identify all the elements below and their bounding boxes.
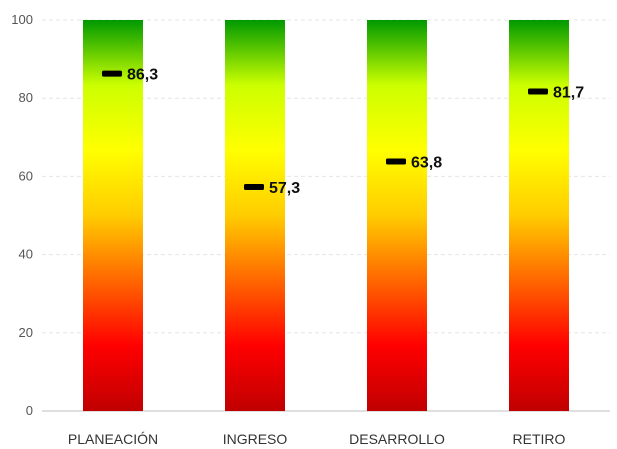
- data-label: 63,8: [411, 155, 442, 172]
- value-marker: [528, 88, 548, 95]
- bar-retiro: [509, 20, 569, 411]
- bars: [83, 20, 569, 411]
- x-tick-label: RETIRO: [513, 431, 566, 447]
- x-tick-label: DESARROLLO: [349, 431, 445, 447]
- bar-planeación: [83, 20, 143, 411]
- value-marker: [244, 183, 264, 190]
- x-tick-label: INGRESO: [223, 431, 288, 447]
- y-axis-ticks: 0 20 40 60 80 100: [11, 12, 33, 418]
- y-tick-label: 20: [19, 325, 33, 340]
- y-tick-label: 40: [19, 247, 33, 262]
- y-tick-label: 100: [11, 12, 33, 27]
- data-label: 81,7: [553, 85, 584, 102]
- value-markers: [102, 70, 548, 190]
- bar-desarrollo: [367, 20, 427, 411]
- value-marker: [102, 70, 122, 77]
- bar-ingreso: [225, 20, 285, 411]
- data-label: 57,3: [269, 180, 300, 197]
- y-tick-label: 80: [19, 90, 33, 105]
- data-label: 86,3: [127, 67, 158, 84]
- y-tick-label: 60: [19, 168, 33, 183]
- value-marker: [386, 158, 406, 165]
- x-tick-label: PLANEACIÓN: [68, 431, 158, 447]
- y-tick-label: 0: [26, 403, 33, 418]
- labels: 86,3 PLANEACIÓN 57,3 INGRESO 63,8 DESARROLLO 8…: [68, 67, 584, 447]
